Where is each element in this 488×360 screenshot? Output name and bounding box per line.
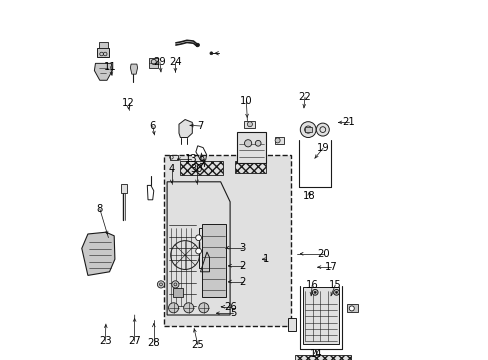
Text: 12: 12 [122, 98, 135, 108]
Text: 26: 26 [224, 302, 237, 312]
Text: 14: 14 [309, 348, 322, 359]
Text: 7: 7 [197, 121, 203, 131]
Text: 29: 29 [153, 57, 166, 67]
Circle shape [195, 248, 201, 254]
Circle shape [195, 235, 201, 240]
Bar [121, 184, 126, 193]
Bar [237, 132, 265, 163]
Circle shape [313, 291, 316, 293]
Bar [99, 42, 108, 48]
Bar [244, 121, 255, 128]
Text: 2: 2 [239, 276, 245, 287]
Text: 11: 11 [104, 62, 117, 72]
Bar [303, 287, 338, 344]
Circle shape [316, 123, 328, 136]
Text: 8: 8 [97, 204, 102, 214]
Text: 20: 20 [317, 249, 329, 259]
Bar [275, 137, 284, 144]
Text: 25: 25 [191, 339, 203, 350]
Circle shape [199, 303, 208, 313]
Circle shape [196, 43, 199, 47]
Text: 1: 1 [263, 254, 269, 264]
Text: 17: 17 [324, 262, 337, 272]
Text: 15: 15 [328, 280, 341, 290]
Polygon shape [179, 120, 192, 138]
Text: 21: 21 [342, 117, 355, 127]
Circle shape [171, 281, 179, 288]
Text: 27: 27 [128, 336, 141, 346]
Bar [287, 318, 295, 331]
Text: 18: 18 [303, 191, 315, 201]
Text: 4: 4 [168, 164, 175, 174]
Circle shape [209, 52, 212, 55]
Circle shape [157, 281, 164, 288]
Bar [202, 224, 225, 297]
Bar [304, 127, 311, 132]
Bar [163, 155, 291, 326]
Text: 16: 16 [305, 280, 318, 290]
Polygon shape [94, 63, 112, 80]
Text: 24: 24 [169, 57, 182, 67]
Circle shape [348, 306, 354, 311]
Circle shape [275, 138, 280, 143]
Polygon shape [167, 182, 230, 315]
Bar [235, 161, 265, 173]
Circle shape [255, 140, 261, 146]
Circle shape [312, 289, 317, 295]
Bar [170, 155, 178, 160]
Circle shape [335, 291, 337, 293]
Text: 22: 22 [298, 92, 311, 102]
Circle shape [244, 140, 251, 147]
Polygon shape [130, 64, 137, 74]
Bar [97, 48, 109, 57]
Text: 13: 13 [184, 154, 197, 164]
Text: 10: 10 [240, 96, 252, 106]
Circle shape [333, 289, 339, 295]
Text: 28: 28 [147, 338, 160, 348]
Bar [149, 58, 158, 68]
Polygon shape [198, 229, 202, 269]
Text: 30: 30 [190, 164, 203, 174]
Text: 3: 3 [239, 243, 245, 253]
Polygon shape [172, 288, 183, 297]
Text: 6: 6 [149, 121, 156, 131]
Bar [179, 161, 223, 175]
Bar [294, 355, 350, 360]
Text: 19: 19 [316, 143, 329, 153]
Text: 2: 2 [239, 261, 245, 271]
Polygon shape [346, 305, 357, 312]
Polygon shape [81, 232, 115, 275]
Text: 5: 5 [229, 308, 236, 318]
Circle shape [247, 122, 252, 127]
Text: 9: 9 [199, 156, 205, 166]
Circle shape [300, 122, 316, 138]
Circle shape [183, 303, 193, 313]
Text: 23: 23 [99, 336, 111, 346]
Circle shape [168, 303, 178, 313]
